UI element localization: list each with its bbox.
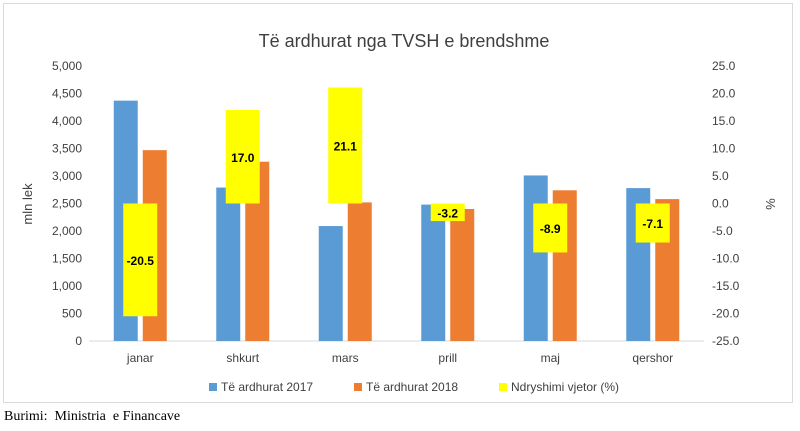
bar-annual-change: [225, 110, 260, 204]
y2-tick-label: 20.0: [712, 87, 736, 101]
y2-tick-label: 25.0: [712, 59, 736, 73]
y-tick-label: 4,500: [52, 87, 82, 101]
bar-revenue-2017: [216, 187, 241, 341]
y2-tick-label: 10.0: [712, 142, 736, 156]
bar-revenue-2017: [421, 204, 446, 341]
y-tick-label: 2,000: [52, 224, 82, 238]
y2-tick-label: -25.0: [712, 334, 740, 348]
data-label: 21.1: [334, 139, 358, 153]
bar-annual-change: [430, 203, 465, 222]
data-label: 17.0: [231, 151, 255, 165]
legend-swatch: [209, 383, 217, 391]
data-label: -7.1: [642, 217, 663, 231]
y-tick-label: 3,500: [52, 142, 82, 156]
bar-annual-change: [533, 203, 568, 253]
legend-swatch: [354, 383, 362, 391]
bar-revenue-2017: [318, 226, 343, 341]
bar-annual-change: [328, 87, 363, 204]
y-tick-label: 2,500: [52, 197, 82, 211]
chart-svg: Të ardhurat nga TVSH e brendshme mln lek…: [20, 31, 778, 394]
x-tick-label: janar: [126, 351, 154, 365]
bar-revenue-2017: [523, 175, 548, 341]
y-tick-label: 4,000: [52, 114, 82, 128]
y2-tick-label: 5.0: [712, 169, 729, 183]
bar-revenue-2018: [347, 202, 372, 341]
y2-tick-label: 0.0: [712, 197, 729, 211]
legend: Të ardhurat 2017 Të ardhurat 2018 Ndryshim…: [209, 380, 619, 394]
x-tick-label: prill: [438, 351, 457, 365]
y-tick-label: 5,000: [52, 59, 82, 73]
x-tick-label: qershor: [632, 351, 673, 365]
y-tick-label: 1,500: [52, 252, 82, 266]
bars-group: [113, 87, 680, 342]
x-tick-label: shkurt: [226, 351, 259, 365]
bar-revenue-2018: [450, 209, 475, 341]
y-tick-label: 3,000: [52, 169, 82, 183]
data-label: -3.2: [437, 206, 458, 220]
x-tick-label: maj: [541, 351, 560, 365]
chart-frame: Të ardhurat nga TVSH e brendshme mln lek…: [3, 3, 793, 403]
y-tick-label: 500: [62, 307, 82, 321]
y2-tick-label: -5.0: [712, 224, 733, 238]
y-tick-label: 0: [75, 334, 82, 348]
y-axis-label: mln lek: [20, 183, 35, 225]
y2-tick-label: -20.0: [712, 307, 740, 321]
source-note: Burimi: Ministria e Financave: [4, 409, 181, 424]
y2-tick-label: -10.0: [712, 252, 740, 266]
x-tick-label: mars: [332, 351, 359, 365]
y2-tick-label: 15.0: [712, 114, 736, 128]
legend-label: Të ardhurat 2017: [221, 380, 313, 394]
data-label: -8.9: [540, 222, 561, 236]
chart-title: Të ardhurat nga TVSH e brendshme: [259, 31, 550, 51]
bar-annual-change: [635, 203, 670, 243]
y2-axis-label: %: [763, 198, 778, 210]
legend-label: Ndryshimi vjetor (%): [511, 380, 619, 394]
y2-tick-label: -15.0: [712, 279, 740, 293]
y-tick-label: 1,000: [52, 279, 82, 293]
legend-swatch: [499, 383, 507, 391]
data-labels-group: -20.5 17.0 21.1 -3.2 -8.9 -7.1: [127, 139, 664, 267]
bar-annual-change: [123, 203, 158, 317]
axes-group: 0 500 1,000 1,500 2,000 2,500 3,000 3,500 4,000 4…: [52, 59, 740, 365]
data-label: -20.5: [127, 254, 155, 268]
legend-label: Të ardhurat 2018: [366, 380, 458, 394]
